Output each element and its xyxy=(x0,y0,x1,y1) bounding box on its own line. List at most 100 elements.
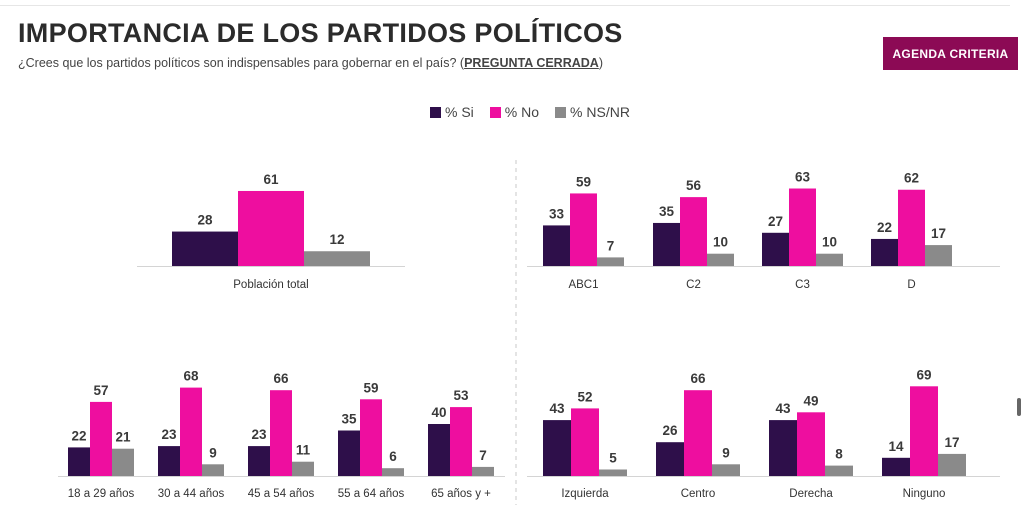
category-label: Centro xyxy=(681,488,716,500)
data-label: 59 xyxy=(363,380,378,395)
category-label: C2 xyxy=(686,279,701,291)
bar-no-d xyxy=(898,189,925,266)
bar-ns-nr-ninguno xyxy=(938,453,966,476)
bar-no-45-a-54-anos xyxy=(270,390,292,476)
legend-swatch-nsnr xyxy=(555,106,567,118)
category-label: 45 a 54 años xyxy=(248,488,315,500)
legend-label-si: % Si xyxy=(445,104,474,120)
bar-no-c3 xyxy=(789,188,816,266)
bar-ns-nr-c3 xyxy=(816,253,843,266)
data-label: 66 xyxy=(690,371,706,386)
data-label: 69 xyxy=(916,367,931,382)
question-subtitle: ¿Crees que los partidos políticos son in… xyxy=(18,56,603,70)
category-label: ABC1 xyxy=(568,279,598,291)
legend-label-no: % No xyxy=(504,104,540,120)
legend-item-nsnr: % NS/NR xyxy=(555,104,630,120)
bar-no-18-a-29-anos xyxy=(90,401,112,476)
legend-swatch-no xyxy=(489,106,501,118)
closed-question-link[interactable]: PREGUNTA CERRADA xyxy=(464,56,599,70)
bar-si-ninguno xyxy=(882,457,910,476)
bar-ns-nr-poblacion-total xyxy=(304,251,370,266)
data-label: 40 xyxy=(431,405,446,420)
bar-ns-nr-abc1 xyxy=(597,257,624,266)
data-label: 66 xyxy=(273,371,289,386)
data-label: 49 xyxy=(803,393,818,408)
page-title: IMPORTANCIA DE LOS PARTIDOS POLÍTICOS xyxy=(18,18,623,48)
bar-si-45-a-54-anos xyxy=(248,446,270,476)
bar-no-30-a-44-anos xyxy=(180,387,202,476)
bar-ns-nr-65-anos-y xyxy=(472,466,494,476)
data-label: 14 xyxy=(888,439,904,454)
data-label: 12 xyxy=(329,232,344,247)
data-label: 35 xyxy=(341,412,357,427)
data-label: 27 xyxy=(768,214,783,229)
legend-item-no: % No xyxy=(489,104,540,120)
data-label: 9 xyxy=(209,445,217,460)
data-label: 33 xyxy=(549,206,565,221)
data-label: 22 xyxy=(71,428,86,443)
data-label: 10 xyxy=(713,235,728,250)
legend-label-nsnr: % NS/NR xyxy=(570,104,630,120)
top-divider xyxy=(0,5,1010,6)
data-label: 62 xyxy=(904,171,919,186)
data-label: 53 xyxy=(453,388,469,403)
data-label: 7 xyxy=(479,448,487,463)
legend: % Si % No % NS/NR xyxy=(430,104,630,120)
data-label: 5 xyxy=(609,451,617,466)
data-label: 52 xyxy=(577,389,592,404)
category-label: D xyxy=(907,279,915,291)
bar-si-centro xyxy=(656,442,684,476)
data-label: 61 xyxy=(263,172,279,187)
data-label: 11 xyxy=(296,443,311,458)
bar-no-izquierda xyxy=(571,408,599,476)
data-label: 10 xyxy=(822,235,837,250)
category-label: Izquierda xyxy=(561,488,609,500)
bar-si-izquierda xyxy=(543,420,571,476)
bar-si-55-a-64-anos xyxy=(338,430,360,476)
bar-si-18-a-29-anos xyxy=(68,447,90,476)
data-label: 6 xyxy=(389,449,397,464)
data-label: 26 xyxy=(662,423,678,438)
category-label: C3 xyxy=(795,279,810,291)
data-label: 17 xyxy=(931,226,946,241)
category-label: 55 a 64 años xyxy=(338,488,405,500)
bar-ns-nr-izquierda xyxy=(599,469,627,476)
bar-no-c2 xyxy=(680,197,707,266)
bar-ns-nr-45-a-54-anos xyxy=(292,461,314,476)
bar-si-d xyxy=(871,238,898,266)
data-label: 22 xyxy=(877,220,892,235)
bar-ns-nr-d xyxy=(925,245,952,266)
subtitle-text: ¿Crees que los partidos políticos son in… xyxy=(18,56,465,70)
bar-no-abc1 xyxy=(570,193,597,266)
data-label: 8 xyxy=(835,447,843,462)
category-label: Derecha xyxy=(789,488,833,500)
category-label: Ninguno xyxy=(903,488,946,500)
agenda-criteria-button[interactable]: AGENDA CRITERIA xyxy=(883,37,1018,70)
bar-si-c2 xyxy=(653,222,680,266)
bar-no-centro xyxy=(684,390,712,476)
bar-no-65-anos-y xyxy=(450,407,472,476)
data-label: 35 xyxy=(659,204,675,219)
subtitle-close: ) xyxy=(598,56,603,70)
data-label: 23 xyxy=(251,427,267,442)
data-label: 59 xyxy=(576,174,591,189)
data-label: 56 xyxy=(686,178,702,193)
bar-ns-nr-centro xyxy=(712,464,740,476)
data-label: 68 xyxy=(183,369,199,384)
bar-si-c3 xyxy=(762,232,789,266)
bar-ns-nr-18-a-29-anos xyxy=(112,448,134,476)
data-label: 28 xyxy=(197,213,213,228)
bar-ns-nr-derecha xyxy=(825,465,853,476)
legend-item-si: % Si xyxy=(430,104,474,120)
category-label: 65 años y + xyxy=(431,488,491,500)
bar-no-55-a-64-anos xyxy=(360,399,382,476)
bar-si-65-anos-y xyxy=(428,424,450,476)
data-label: 17 xyxy=(944,435,959,450)
bar-si-poblacion-total xyxy=(172,231,238,266)
bar-ns-nr-30-a-44-anos xyxy=(202,464,224,476)
category-label: 18 a 29 años xyxy=(68,488,135,500)
bar-ns-nr-c2 xyxy=(707,253,734,266)
scrollbar-thumb[interactable] xyxy=(1017,398,1021,416)
data-label: 57 xyxy=(93,383,108,398)
